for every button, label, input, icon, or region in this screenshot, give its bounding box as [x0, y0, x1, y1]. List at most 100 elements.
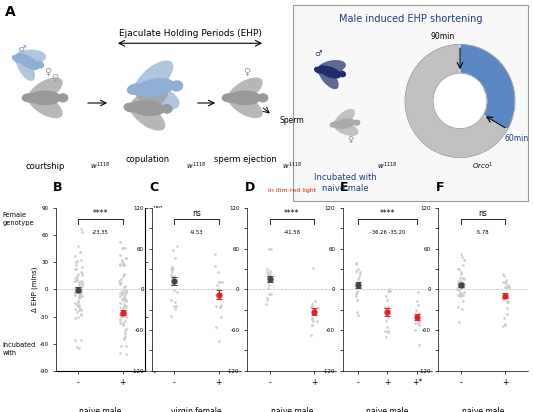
Point [352, 268, 360, 274]
Point [73, 301, 82, 308]
Point [121, 304, 130, 310]
Point [211, 250, 220, 257]
Point [117, 312, 125, 318]
Point [121, 318, 130, 324]
Ellipse shape [338, 70, 346, 77]
Point [308, 318, 317, 324]
Point [71, 306, 79, 312]
Point [71, 274, 79, 281]
Point [77, 264, 86, 270]
Ellipse shape [329, 121, 339, 128]
Point [414, 289, 423, 295]
Point [217, 279, 226, 285]
Point [457, 269, 465, 276]
Point [119, 301, 128, 307]
Point [167, 281, 176, 287]
Point [172, 303, 180, 309]
Point [352, 280, 361, 286]
Point [77, 279, 86, 286]
Point [413, 316, 421, 323]
Point [262, 301, 270, 307]
Ellipse shape [333, 121, 358, 136]
Point [458, 275, 467, 282]
Point [75, 294, 83, 301]
Point [75, 302, 83, 309]
Point [118, 245, 126, 252]
Point [265, 281, 273, 288]
Point [116, 239, 125, 245]
Point [499, 295, 507, 302]
Point [121, 291, 130, 298]
Point [122, 314, 131, 321]
Point [71, 292, 80, 298]
Ellipse shape [334, 118, 356, 129]
Point [382, 293, 390, 299]
Y-axis label: EHP (mins): EHP (mins) [165, 270, 171, 309]
Point [119, 284, 128, 291]
Circle shape [434, 74, 486, 128]
Point [353, 288, 361, 294]
Point [122, 287, 130, 293]
Point [459, 257, 468, 264]
Point [382, 312, 390, 318]
Point [168, 266, 176, 272]
Point [457, 292, 466, 299]
Ellipse shape [227, 77, 263, 103]
Point [411, 320, 419, 327]
Point [458, 292, 467, 299]
Point [74, 299, 83, 306]
Point [498, 296, 507, 303]
Ellipse shape [36, 61, 44, 68]
Point [117, 280, 125, 286]
Ellipse shape [15, 53, 35, 81]
Text: D: D [245, 181, 255, 194]
Point [411, 327, 419, 333]
Text: 60min: 60min [504, 134, 528, 143]
Point [456, 286, 464, 293]
Text: $w^{1118}$: $w^{1118}$ [282, 161, 302, 172]
Point [265, 245, 273, 252]
Text: courtship: courtship [25, 162, 64, 171]
Point [117, 276, 125, 282]
Point [266, 269, 274, 276]
Text: -41.58: -41.58 [284, 229, 300, 234]
Point [459, 289, 468, 295]
Point [167, 275, 176, 281]
Point [70, 277, 79, 284]
Point [119, 304, 127, 311]
Point [382, 317, 391, 324]
Point [117, 312, 125, 319]
Text: ns: ns [192, 209, 200, 218]
Point [264, 290, 273, 297]
Point [456, 290, 465, 297]
Point [308, 315, 316, 321]
Text: F: F [436, 181, 445, 194]
Point [352, 293, 360, 300]
Point [122, 298, 131, 304]
Text: ♂: ♂ [18, 44, 26, 54]
Point [354, 276, 362, 282]
Point [77, 283, 86, 289]
Point [459, 283, 467, 290]
Polygon shape [460, 44, 515, 129]
Point [352, 297, 361, 304]
Point [116, 300, 124, 307]
Point [72, 287, 80, 294]
Ellipse shape [161, 104, 173, 114]
Point [121, 282, 130, 289]
Point [116, 315, 125, 322]
Point [77, 292, 85, 299]
Point [121, 308, 130, 314]
Point [353, 289, 361, 295]
Point [118, 260, 127, 266]
Point [76, 307, 85, 314]
Point [168, 265, 177, 271]
Point [415, 342, 424, 348]
Point [115, 278, 124, 285]
Point [76, 306, 84, 312]
Point [121, 330, 130, 336]
Point [122, 255, 130, 262]
Point [168, 246, 177, 253]
Point [118, 297, 127, 303]
Point [503, 282, 512, 289]
